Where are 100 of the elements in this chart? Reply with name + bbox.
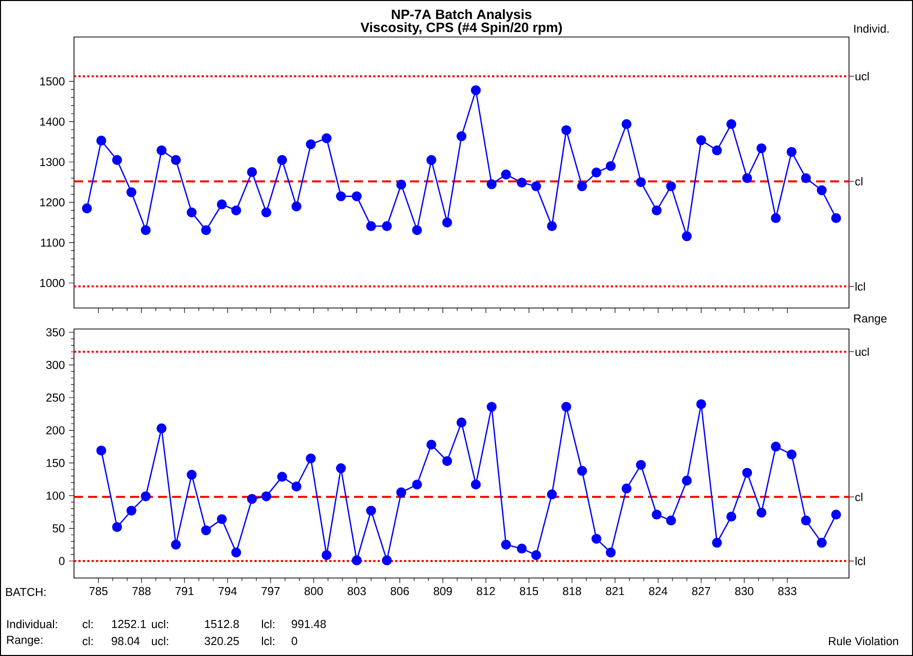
point	[816, 185, 827, 196]
x-tick-label: 824	[649, 587, 668, 596]
point	[231, 548, 242, 558]
point	[201, 225, 211, 236]
point	[756, 508, 766, 518]
point	[112, 522, 122, 532]
point	[516, 178, 527, 188]
y-tick-label: 1200	[40, 198, 65, 206]
point	[816, 538, 827, 548]
text: lcl:	[262, 636, 274, 646]
y-axis-title: Individ.	[854, 24, 889, 33]
point	[742, 173, 752, 184]
y-tick-label: 250	[46, 394, 65, 402]
point	[140, 225, 151, 236]
point	[277, 155, 288, 165]
y-tick-label: 1300	[40, 158, 65, 166]
text: cl:	[82, 620, 93, 628]
point	[470, 85, 481, 96]
point	[126, 506, 136, 516]
text: 1512.8	[205, 620, 239, 628]
chart-title: NP-7A Batch Analysis	[392, 9, 532, 22]
ref-line-label: cl	[855, 177, 862, 186]
x-tick-label: 827	[692, 587, 710, 596]
point	[501, 170, 511, 180]
point	[170, 540, 181, 550]
point	[96, 136, 106, 146]
x-tick-label: 812	[476, 587, 495, 596]
point	[322, 133, 332, 144]
point	[770, 213, 781, 224]
point	[201, 525, 211, 536]
point	[336, 191, 346, 202]
point	[412, 480, 422, 490]
point	[382, 555, 392, 566]
point	[742, 468, 752, 478]
point	[456, 418, 466, 428]
point	[756, 143, 766, 154]
point	[666, 516, 676, 526]
point	[712, 145, 722, 156]
point	[622, 119, 632, 130]
x-tick-label: 821	[606, 587, 624, 596]
x-tick-label: 833	[778, 587, 796, 596]
point	[292, 201, 302, 212]
point	[426, 440, 436, 450]
point	[696, 135, 706, 146]
point	[82, 203, 92, 214]
ref-line-label: lcl	[856, 556, 865, 566]
point	[786, 146, 797, 157]
point	[561, 125, 572, 136]
point	[486, 402, 497, 412]
chart-subtitle: Viscosity, CPS (#4 Spin/20 rpm)	[360, 22, 562, 35]
point	[770, 442, 781, 452]
text: Individual:	[7, 620, 57, 628]
point	[156, 145, 166, 156]
point	[442, 456, 452, 466]
point	[156, 423, 166, 434]
point	[682, 231, 692, 242]
point	[801, 516, 811, 526]
point	[306, 139, 316, 150]
point	[412, 225, 422, 236]
point	[186, 207, 197, 218]
point	[261, 207, 272, 218]
x-tick-label: 800	[304, 587, 323, 596]
y-tick-label: 1100	[41, 238, 65, 247]
point	[170, 155, 181, 165]
ref-line-label: ucl	[856, 347, 869, 356]
text: 98.04	[112, 636, 140, 646]
x-tick-label: 830	[735, 587, 754, 596]
point	[696, 399, 706, 410]
x-tick-label: 815	[520, 587, 538, 596]
text: ucl:	[152, 636, 168, 646]
x-tick-label: 818	[562, 587, 582, 596]
x-tick-label: 791	[176, 587, 194, 596]
point	[577, 466, 588, 476]
point	[366, 506, 376, 516]
point	[126, 187, 136, 198]
text: 991.48	[292, 620, 326, 628]
point	[140, 491, 151, 502]
point	[831, 213, 842, 224]
point	[652, 205, 662, 216]
point	[112, 155, 122, 165]
point	[247, 167, 257, 178]
y-tick-label: 1500	[40, 77, 65, 86]
point	[636, 460, 646, 470]
point	[96, 446, 106, 456]
point	[801, 173, 811, 184]
point	[396, 180, 406, 190]
point	[470, 480, 481, 490]
y-tick-label: 200	[46, 426, 65, 434]
y-tick-label: 150	[46, 458, 65, 468]
y-tick-label: 0	[59, 556, 65, 566]
point	[292, 482, 302, 492]
x-tick-label: 788	[132, 587, 151, 596]
ref-line-label: ucl	[856, 72, 869, 80]
point	[382, 221, 392, 232]
point	[591, 168, 602, 178]
point	[501, 540, 511, 550]
point	[546, 221, 557, 232]
point	[216, 514, 227, 524]
y-tick-label: 50	[52, 524, 65, 532]
text: Rule Violation	[829, 636, 898, 646]
